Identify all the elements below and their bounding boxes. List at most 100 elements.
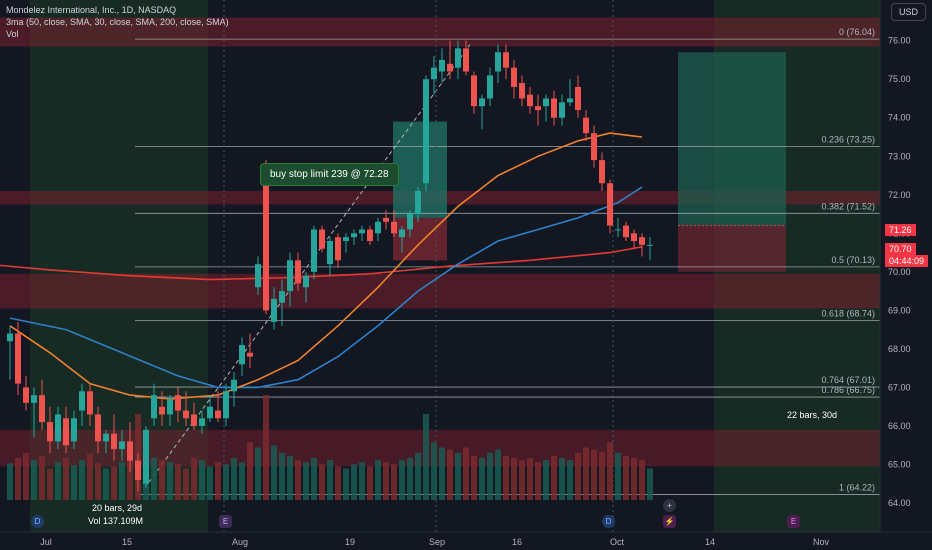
support-zone	[0, 273, 880, 309]
price-tick-label: 66.00	[888, 421, 911, 431]
fibonacci-levels: 0 (76.04) 0.236 (73.25) 0.382 (71.52) 0.5 (…	[135, 0, 880, 540]
candle-body	[175, 395, 181, 411]
dividend-icon[interactable]: D	[31, 515, 44, 528]
volume-bar	[343, 468, 349, 500]
earnings-icon[interactable]: E	[219, 515, 232, 528]
candle-body	[71, 418, 77, 442]
volume-bar	[127, 455, 133, 500]
last-price-tag: 70.70	[885, 243, 916, 255]
volume-bar	[415, 452, 421, 500]
candle-body	[455, 48, 461, 68]
candle-body	[271, 298, 277, 322]
candle-body	[103, 433, 109, 442]
candle-body	[183, 410, 189, 419]
candle-body	[151, 395, 157, 419]
volume-legend[interactable]: Vol	[6, 29, 19, 39]
volume-bar	[175, 464, 181, 500]
candle-body	[511, 67, 517, 87]
volume-bar	[199, 460, 205, 500]
volume-bar	[535, 462, 541, 500]
price-tick-label: 69.00	[888, 305, 911, 315]
candle-body	[367, 229, 373, 242]
volume-bar	[63, 458, 69, 500]
candle-body	[559, 102, 565, 118]
volume-bar	[639, 460, 645, 500]
time-axis-bg	[0, 532, 932, 550]
volume-bar	[239, 462, 245, 500]
time-tick-label: Sep	[429, 537, 445, 547]
volume-bar	[575, 452, 581, 500]
candle-body	[111, 433, 117, 450]
time-tick-label: 16	[512, 537, 522, 547]
candle-body	[639, 237, 645, 245]
candle-body	[575, 86, 581, 111]
volume-bar	[247, 442, 253, 500]
earnings-icon[interactable]: E	[787, 515, 800, 528]
volume-bar	[95, 463, 101, 500]
candle-body	[79, 391, 85, 411]
volume-bar	[495, 449, 501, 500]
candle-body	[311, 229, 317, 272]
volume-bar	[471, 455, 477, 500]
lightning-icon[interactable]: ⚡	[663, 515, 676, 528]
candle-body	[439, 59, 445, 72]
volume-bar	[55, 462, 61, 500]
price-axis[interactable]: 76.0075.0074.0073.0072.0071.0070.0069.00…	[879, 0, 932, 550]
volume-bar	[303, 462, 309, 500]
volume-bar	[543, 460, 549, 500]
dividend-icon[interactable]: D	[602, 515, 615, 528]
fib-label: 0.5 (70.13)	[831, 255, 875, 265]
volume-bar	[615, 452, 621, 500]
volume-bar	[279, 452, 285, 500]
volume-bar	[263, 395, 269, 500]
price-tick-label: 74.00	[888, 113, 911, 123]
candle-body	[487, 75, 493, 99]
time-axis[interactable]: Jul 15 Aug 19 Sep 16 Oct 14 Nov	[0, 531, 932, 550]
candle-body	[263, 171, 269, 311]
chart-title: Mondelez International, Inc., 1D, NASDAQ	[6, 5, 177, 15]
time-tick-label: 14	[705, 537, 715, 547]
add-icon[interactable]: +	[663, 499, 676, 512]
time-tick-label: 19	[345, 537, 355, 547]
fib-label: 0.236 (73.25)	[821, 135, 875, 145]
candle-body	[287, 260, 293, 292]
fib-label: 0.382 (71.52)	[821, 201, 875, 211]
candle-body	[407, 214, 413, 230]
volume-bar	[223, 464, 229, 500]
volume-bar	[567, 460, 573, 500]
position-target-zone	[678, 52, 786, 226]
volume-bar	[439, 447, 445, 500]
candle-body	[39, 395, 45, 423]
candle-body	[127, 441, 133, 461]
candle-body	[591, 133, 597, 161]
candle-body	[135, 460, 141, 480]
volume-bar	[151, 458, 157, 500]
volume-bar	[311, 458, 317, 500]
volume-bar	[191, 458, 197, 500]
volume-bar	[295, 460, 301, 500]
candle-body	[551, 98, 557, 118]
candle-body	[327, 241, 333, 265]
candle-body	[503, 52, 509, 68]
candle-body	[247, 352, 253, 357]
volume-bar	[167, 462, 173, 500]
volume-bar	[79, 460, 85, 500]
volume-bar	[111, 466, 117, 500]
candle-body	[447, 63, 453, 72]
order-label[interactable]: buy stop limit 239 @ 72.28	[260, 163, 399, 186]
indicator-legend[interactable]: 3ma (50, close, SMA, 30, close, SMA, 200…	[6, 17, 229, 27]
candle-body	[95, 414, 101, 442]
volume-bar	[527, 458, 533, 500]
volume-bar	[319, 464, 325, 500]
time-tick-label: Jul	[40, 537, 52, 547]
candle-body	[207, 406, 213, 419]
currency-button[interactable]: USD	[890, 3, 926, 21]
volume-bar	[399, 460, 405, 500]
candle-body	[191, 414, 197, 426]
volume-bar	[583, 447, 589, 500]
volume-bar	[623, 455, 629, 500]
volume-bar	[271, 445, 277, 500]
volume-bar	[231, 458, 237, 500]
volume-bar	[367, 466, 373, 500]
